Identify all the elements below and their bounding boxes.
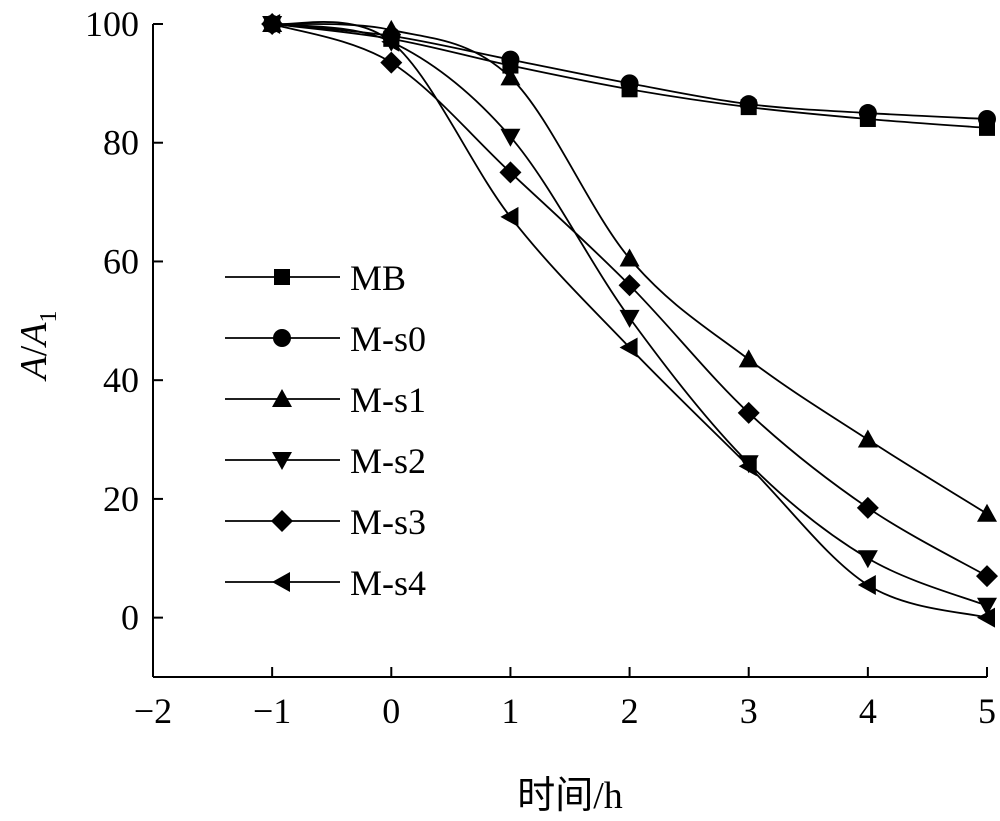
series-line <box>271 23 988 577</box>
marker-triangle-left <box>857 574 876 595</box>
marker-triangle-left <box>500 206 519 227</box>
marker-diamond <box>499 161 522 184</box>
series-m-s0 <box>263 15 996 128</box>
marker-circle <box>739 95 758 114</box>
marker-square <box>274 269 290 285</box>
marker-triangle-up <box>738 349 759 368</box>
y-label-a: A <box>13 356 55 383</box>
marker-triangle-up <box>619 248 640 267</box>
legend-item: M-s0 <box>225 319 426 359</box>
marker-triangle-up <box>500 67 521 86</box>
series-line <box>272 23 988 120</box>
marker-triangle-up <box>857 429 878 448</box>
marker-triangle-down <box>500 128 521 147</box>
legend-label: M-s1 <box>350 380 426 420</box>
x-tick-label: 4 <box>859 691 877 731</box>
marker-triangle-up <box>381 19 402 38</box>
marker-triangle-left <box>262 14 281 34</box>
legend-item: M-s3 <box>225 502 426 542</box>
y-tick-label: 80 <box>103 123 139 163</box>
legend-label: M-s0 <box>350 319 426 359</box>
y-label-sub: 1 <box>36 311 62 323</box>
marker-diamond <box>271 510 293 532</box>
marker-diamond <box>737 401 760 424</box>
legend: MB M-s0 M-s1 M-s2 M-s3 M-s4 <box>225 258 426 603</box>
axes: −2 −1 0 1 2 3 4 5 0 20 40 60 80 100 <box>85 4 996 731</box>
marker-triangle-left <box>381 31 400 52</box>
y-axis-label: A/A1 <box>13 311 62 383</box>
marker-triangle-down <box>619 309 640 328</box>
y-tick-label: 40 <box>103 360 139 400</box>
y-label-sep: / <box>13 345 55 356</box>
marker-triangle-down <box>857 550 878 569</box>
legend-item: M-s2 <box>225 441 426 481</box>
marker-diamond <box>380 51 403 74</box>
legend-label: MB <box>350 258 406 298</box>
legend-label: M-s4 <box>350 563 426 603</box>
marker-triangle-down <box>977 597 997 616</box>
y-label-a1: A <box>13 322 55 349</box>
x-tick-label: 0 <box>382 691 400 731</box>
marker-circle <box>978 109 996 128</box>
x-axis-label: 时间/h <box>517 775 623 817</box>
legend-label: M-s2 <box>350 441 426 481</box>
marker-triangle-down <box>272 452 292 470</box>
series-m-s3 <box>261 13 998 588</box>
marker-triangle-left <box>619 337 638 358</box>
legend-item: M-s4 <box>225 563 426 603</box>
legend-item: M-s1 <box>225 380 426 420</box>
marker-triangle-left <box>977 607 995 628</box>
x-tick-label: −1 <box>253 691 291 731</box>
x-tick-label: −2 <box>134 691 172 731</box>
marker-diamond <box>976 565 998 588</box>
y-tick-label: 60 <box>103 241 139 281</box>
marker-triangle-up <box>272 389 292 407</box>
x-tick-label: 5 <box>978 691 996 731</box>
marker-triangle-left <box>738 456 757 477</box>
marker-diamond <box>856 496 879 519</box>
x-tick-label: 2 <box>621 691 639 731</box>
marker-circle <box>858 104 877 123</box>
series-m-s4 <box>262 14 995 628</box>
marker-triangle-left <box>272 572 290 592</box>
legend-label: M-s3 <box>350 502 426 542</box>
x-tick-label: 1 <box>501 691 519 731</box>
legend-item: MB <box>225 258 406 298</box>
x-tick-label: 3 <box>740 691 758 731</box>
marker-circle <box>501 50 520 69</box>
marker-diamond <box>618 274 641 297</box>
marker-circle <box>273 329 291 347</box>
series-group <box>261 13 998 628</box>
y-tick-label: 100 <box>85 4 139 44</box>
marker-triangle-up <box>977 503 997 522</box>
y-tick-label: 0 <box>121 598 139 638</box>
marker-circle <box>620 74 639 93</box>
series-m-s1 <box>262 14 997 522</box>
y-tick-label: 20 <box>103 479 139 519</box>
